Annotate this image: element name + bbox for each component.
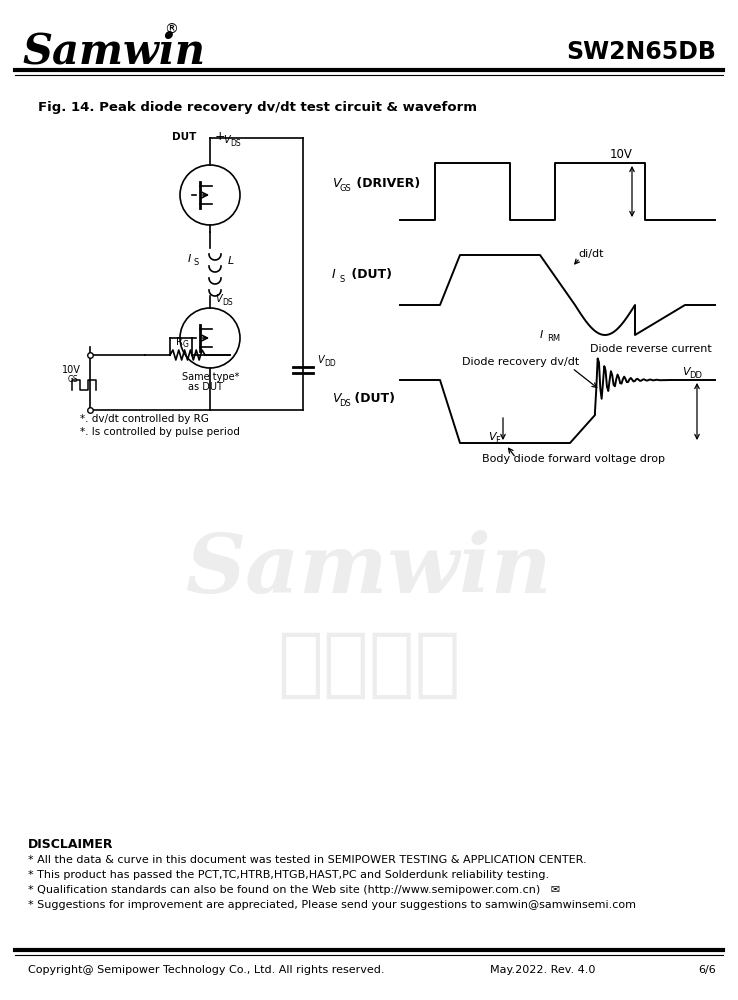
Text: * Suggestions for improvement are appreciated, Please send your suggestions to s: * Suggestions for improvement are apprec…	[28, 900, 636, 910]
Text: *. Is controlled by pulse period: *. Is controlled by pulse period	[80, 427, 240, 437]
Text: (DUT): (DUT)	[347, 268, 392, 281]
Text: Samwin: Samwin	[22, 31, 205, 73]
Text: di/dt: di/dt	[578, 249, 604, 259]
Text: * All the data & curve in this document was tested in SEMIPOWER TESTING & APPLIC: * All the data & curve in this document …	[28, 855, 587, 865]
Text: DS: DS	[339, 399, 351, 408]
Text: DD: DD	[324, 359, 336, 368]
Text: as DUT: as DUT	[188, 382, 223, 392]
Text: (DRIVER): (DRIVER)	[352, 177, 420, 190]
Text: V: V	[682, 367, 689, 377]
Text: V: V	[332, 177, 340, 190]
Text: I: I	[540, 330, 543, 340]
Text: Copyright@ Semipower Technology Co., Ltd. All rights reserved.: Copyright@ Semipower Technology Co., Ltd…	[28, 965, 384, 975]
Text: V: V	[488, 432, 496, 442]
Text: Fig. 14. Peak diode recovery dv/dt test circuit & waveform: Fig. 14. Peak diode recovery dv/dt test …	[38, 101, 477, 113]
Text: V: V	[215, 294, 221, 304]
Text: DISCLAIMER: DISCLAIMER	[28, 838, 114, 851]
Text: I: I	[188, 254, 191, 264]
Text: I: I	[332, 268, 336, 281]
Text: R: R	[176, 337, 183, 347]
Text: DS: DS	[230, 139, 241, 148]
Text: V: V	[317, 355, 324, 365]
Text: L: L	[228, 256, 234, 266]
Text: RM: RM	[547, 334, 560, 343]
Text: DUT: DUT	[172, 132, 196, 142]
Text: ®: ®	[164, 23, 178, 37]
Text: F: F	[495, 436, 500, 445]
Text: S: S	[339, 275, 344, 284]
Text: May.2022. Rev. 4.0: May.2022. Rev. 4.0	[490, 965, 596, 975]
Text: GS: GS	[339, 184, 351, 193]
Text: Diode recovery dv/dt: Diode recovery dv/dt	[462, 357, 579, 367]
Text: 10V: 10V	[62, 365, 81, 375]
Text: * Qualification standards can also be found on the Web site (http://www.semipowe: * Qualification standards can also be fo…	[28, 885, 560, 895]
Text: 10V: 10V	[610, 148, 633, 161]
Text: *. dv/dt controlled by RG: *. dv/dt controlled by RG	[80, 414, 209, 424]
Text: V: V	[332, 392, 340, 405]
Text: * This product has passed the PCT,TC,HTRB,HTGB,HAST,PC and Solderdunk reliabilit: * This product has passed the PCT,TC,HTR…	[28, 870, 549, 880]
Text: Body diode forward voltage drop: Body diode forward voltage drop	[482, 454, 665, 464]
Text: SW2N65DB: SW2N65DB	[566, 40, 716, 64]
Text: +: +	[215, 130, 226, 143]
Text: (DUT): (DUT)	[350, 392, 395, 405]
Text: DD: DD	[689, 371, 702, 380]
Text: Samwin: Samwin	[186, 530, 552, 610]
Text: V: V	[223, 135, 230, 145]
Text: DS: DS	[222, 298, 232, 307]
Text: G: G	[183, 340, 189, 349]
Text: Diode reverse current: Diode reverse current	[590, 344, 711, 354]
Text: Same type*: Same type*	[182, 372, 239, 382]
Text: 内部保密: 内部保密	[277, 628, 461, 702]
Text: GS: GS	[68, 375, 79, 384]
Text: 6/6: 6/6	[698, 965, 716, 975]
Text: S: S	[194, 258, 199, 267]
